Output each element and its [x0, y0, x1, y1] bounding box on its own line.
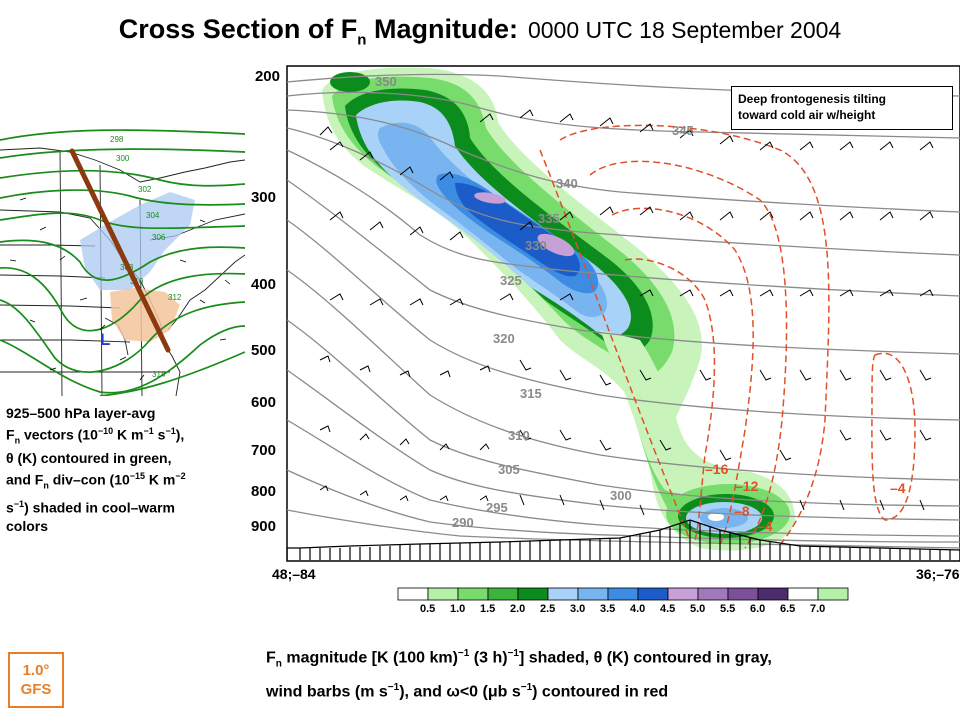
- colorbar-tick-label: 6.5: [780, 603, 795, 615]
- inset-fn-vectors: [9, 197, 231, 381]
- annotation-box: Deep frontogenesis tilting toward cold a…: [731, 86, 953, 130]
- colorbar-tick-label: 0.5: [420, 603, 435, 615]
- pressure-tick-label: 900: [251, 518, 276, 535]
- wind-barbs: [319, 109, 934, 516]
- inset-theta-label: 314: [152, 370, 166, 379]
- colorbar-tick-label: 2.0: [510, 603, 525, 615]
- pressure-tick-label: 400: [251, 276, 276, 293]
- theta-label: 315: [520, 386, 542, 401]
- pressure-axis: 200 300 400 500 600 700 800 900: [251, 68, 280, 535]
- colorbar-tick-label: 4.0: [630, 603, 645, 615]
- surface-profile: [287, 519, 960, 560]
- omega-label: –4: [757, 518, 773, 534]
- pressure-tick-label: 800: [251, 483, 276, 500]
- theta-label: 330: [525, 238, 547, 253]
- omega-label: –12: [735, 478, 759, 494]
- colorbar-swatch: [607, 587, 639, 601]
- cross-section-panel: 350 345 340 335 330 325 320 315 310 305 …: [286, 65, 960, 562]
- colorbar-tick-label: 1.0: [450, 603, 465, 615]
- model-badge: 1.0° GFS: [8, 652, 64, 708]
- theta-label: 335: [538, 211, 560, 226]
- pressure-tick-label: 600: [251, 394, 276, 411]
- colorbar-swatch: [817, 587, 849, 601]
- theta-label: 295: [486, 500, 508, 515]
- colorbar-swatch: [397, 587, 429, 601]
- colorbar-tick-label: 3.5: [600, 603, 615, 615]
- colorbar-swatch: [757, 587, 789, 601]
- colorbar-swatch: [667, 587, 699, 601]
- inset-theta-label: 302: [138, 185, 152, 194]
- colorbar-tick-label: 3.0: [570, 603, 585, 615]
- inset-theta-label: 304: [146, 211, 160, 220]
- left-endpoint-label: 48;–84: [272, 566, 316, 582]
- colorbar-swatch: [457, 587, 489, 601]
- colorbar-swatch: [697, 587, 729, 601]
- omega-contours: [539, 124, 916, 549]
- colorbar-tick-label: 5.0: [690, 603, 705, 615]
- theta-label: 350: [375, 74, 397, 89]
- inset-theta-label: 312: [168, 293, 182, 302]
- colorbar-tick-label: 4.5: [660, 603, 675, 615]
- theta-label: 325: [500, 273, 522, 288]
- colorbar-tick-label: 6.0: [750, 603, 765, 615]
- colorbar-swatch: [517, 587, 549, 601]
- figure-caption: Fn magnitude [K (100 km)−1 (3 h)−1] shad…: [266, 648, 772, 700]
- pressure-tick-label: 700: [251, 442, 276, 459]
- figure-date: 0000 UTC 18 September 2004: [527, 17, 842, 43]
- colorbar-swatch: [727, 587, 759, 601]
- colorbar: 0.5 1.0 1.5 2.0 2.5 3.0 3.5 4.0 4.5 5.0 5.5 6.0 6.5 7…: [397, 587, 849, 615]
- colorbar-swatch: [427, 587, 459, 601]
- omega-label: –4: [890, 480, 906, 496]
- inset-low-label: L: [100, 330, 110, 349]
- right-endpoint-label: 36;–76: [916, 566, 960, 582]
- theta-label: 310: [508, 428, 530, 443]
- colorbar-tick-label: 2.5: [540, 603, 555, 615]
- inset-theta-contours: [0, 129, 245, 396]
- colorbar-swatch: [787, 587, 819, 601]
- inset-convergence-blue: [80, 192, 195, 290]
- pressure-tick-label: 500: [251, 342, 276, 359]
- colorbar-tick-label: 7.0: [810, 603, 825, 615]
- inset-theta-label: 298: [110, 135, 124, 144]
- theta-label: 340: [556, 176, 578, 191]
- colorbar-tick-label: 1.5: [480, 603, 495, 615]
- inset-theta-label: 300: [116, 154, 130, 163]
- theta-label: 290: [452, 515, 474, 530]
- colorbar-swatch: [637, 587, 669, 601]
- theta-label: 345: [672, 123, 694, 138]
- colorbar-swatch: [577, 587, 609, 601]
- inset-caption: 925–500 hPa layer-avg Fn vectors (10−10 …: [6, 405, 186, 534]
- pressure-tick-label: 200: [255, 68, 280, 85]
- omega-label: –8: [734, 503, 750, 519]
- inset-map: 298 300 302 304 306 308 310 312 314 L: [0, 120, 245, 396]
- pressure-tick-label: 300: [251, 189, 276, 206]
- inset-theta-label: 306: [152, 233, 166, 242]
- figure-title: Cross Section of Fn Magnitude: 0000 UTC 1…: [118, 14, 842, 49]
- colorbar-swatch: [487, 587, 519, 601]
- cross-section-line: [69, 148, 171, 353]
- theta-label: 300: [610, 488, 632, 503]
- omega-label: –16: [705, 461, 729, 477]
- theta-label: 305: [498, 462, 520, 477]
- colorbar-tick-label: 5.5: [720, 603, 735, 615]
- theta-label: 320: [493, 331, 515, 346]
- theta-contours: [287, 73, 960, 549]
- colorbar-swatch: [547, 587, 579, 601]
